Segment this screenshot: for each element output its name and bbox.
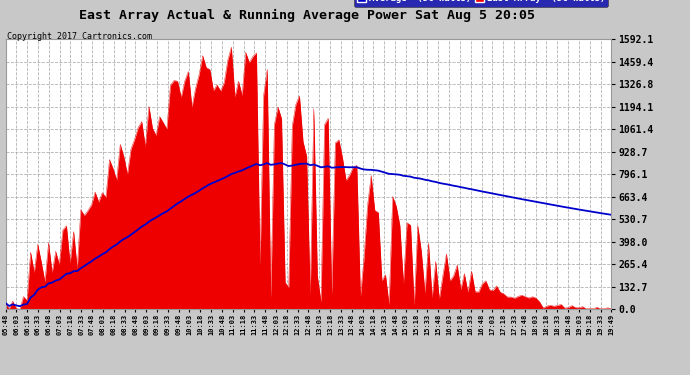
Text: East Array Actual & Running Average Power Sat Aug 5 20:05: East Array Actual & Running Average Powe… (79, 9, 535, 22)
Legend: Average  (DC Watts), East Array  (DC Watts): Average (DC Watts), East Array (DC Watts… (354, 0, 608, 6)
Text: Copyright 2017 Cartronics.com: Copyright 2017 Cartronics.com (7, 32, 152, 41)
